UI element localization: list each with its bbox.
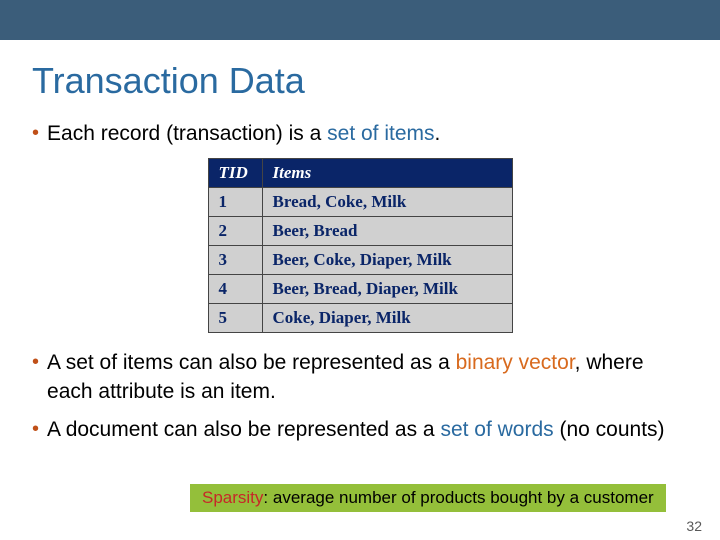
- slide-content: Transaction Data • Each record (transact…: [0, 40, 720, 444]
- table-header-items: Items: [262, 159, 512, 188]
- slide-top-bar: [0, 0, 720, 40]
- table-row: 3Beer, Coke, Diaper, Milk: [208, 246, 512, 275]
- bullet-1-pre: Each record (transaction) is a: [47, 122, 327, 145]
- table-cell-tid: 5: [208, 304, 262, 333]
- table-cell-tid: 3: [208, 246, 262, 275]
- table-cell-tid: 4: [208, 275, 262, 304]
- transaction-table: TID Items 1Bread, Coke, Milk2Beer, Bread…: [208, 158, 513, 333]
- sparsity-text: : average number of products bought by a…: [263, 488, 653, 507]
- bullet-3-text: A document can also be represented as a …: [47, 416, 665, 444]
- table-header-tid: TID: [208, 159, 262, 188]
- bullet-1-text: Each record (transaction) is a set of it…: [47, 120, 440, 148]
- transaction-table-wrap: TID Items 1Bread, Coke, Milk2Beer, Bread…: [32, 158, 688, 333]
- table-cell-items: Beer, Coke, Diaper, Milk: [262, 246, 512, 275]
- bullet-3-post: (no counts): [554, 418, 665, 441]
- bullet-dot-icon: •: [32, 416, 39, 443]
- bullet-3-highlight: set of words: [440, 418, 553, 441]
- table-row: 1Bread, Coke, Milk: [208, 188, 512, 217]
- sparsity-callout: Sparsity: average number of products bou…: [190, 484, 666, 512]
- table-row: 5Coke, Diaper, Milk: [208, 304, 512, 333]
- table-cell-items: Coke, Diaper, Milk: [262, 304, 512, 333]
- bullet-1-post: .: [435, 122, 441, 145]
- table-header-row: TID Items: [208, 159, 512, 188]
- bullet-1-highlight: set of items: [327, 122, 434, 145]
- bullet-dot-icon: •: [32, 349, 39, 376]
- table-row: 4Beer, Bread, Diaper, Milk: [208, 275, 512, 304]
- bullet-3-pre: A document can also be represented as a: [47, 418, 440, 441]
- bullet-2-highlight: binary vector: [456, 351, 575, 374]
- bullet-dot-icon: •: [32, 120, 39, 147]
- bullet-2-text: A set of items can also be represented a…: [47, 349, 688, 406]
- table-cell-items: Beer, Bread, Diaper, Milk: [262, 275, 512, 304]
- bullet-1: • Each record (transaction) is a set of …: [32, 120, 688, 148]
- bullet-2: • A set of items can also be represented…: [32, 349, 688, 406]
- table-cell-items: Bread, Coke, Milk: [262, 188, 512, 217]
- table-cell-tid: 2: [208, 217, 262, 246]
- slide-title: Transaction Data: [32, 60, 688, 102]
- page-number: 32: [686, 518, 702, 534]
- sparsity-label: Sparsity: [202, 488, 263, 507]
- bullet-2-pre: A set of items can also be represented a…: [47, 351, 456, 374]
- table-cell-tid: 1: [208, 188, 262, 217]
- table-cell-items: Beer, Bread: [262, 217, 512, 246]
- bullet-3: • A document can also be represented as …: [32, 416, 688, 444]
- table-row: 2Beer, Bread: [208, 217, 512, 246]
